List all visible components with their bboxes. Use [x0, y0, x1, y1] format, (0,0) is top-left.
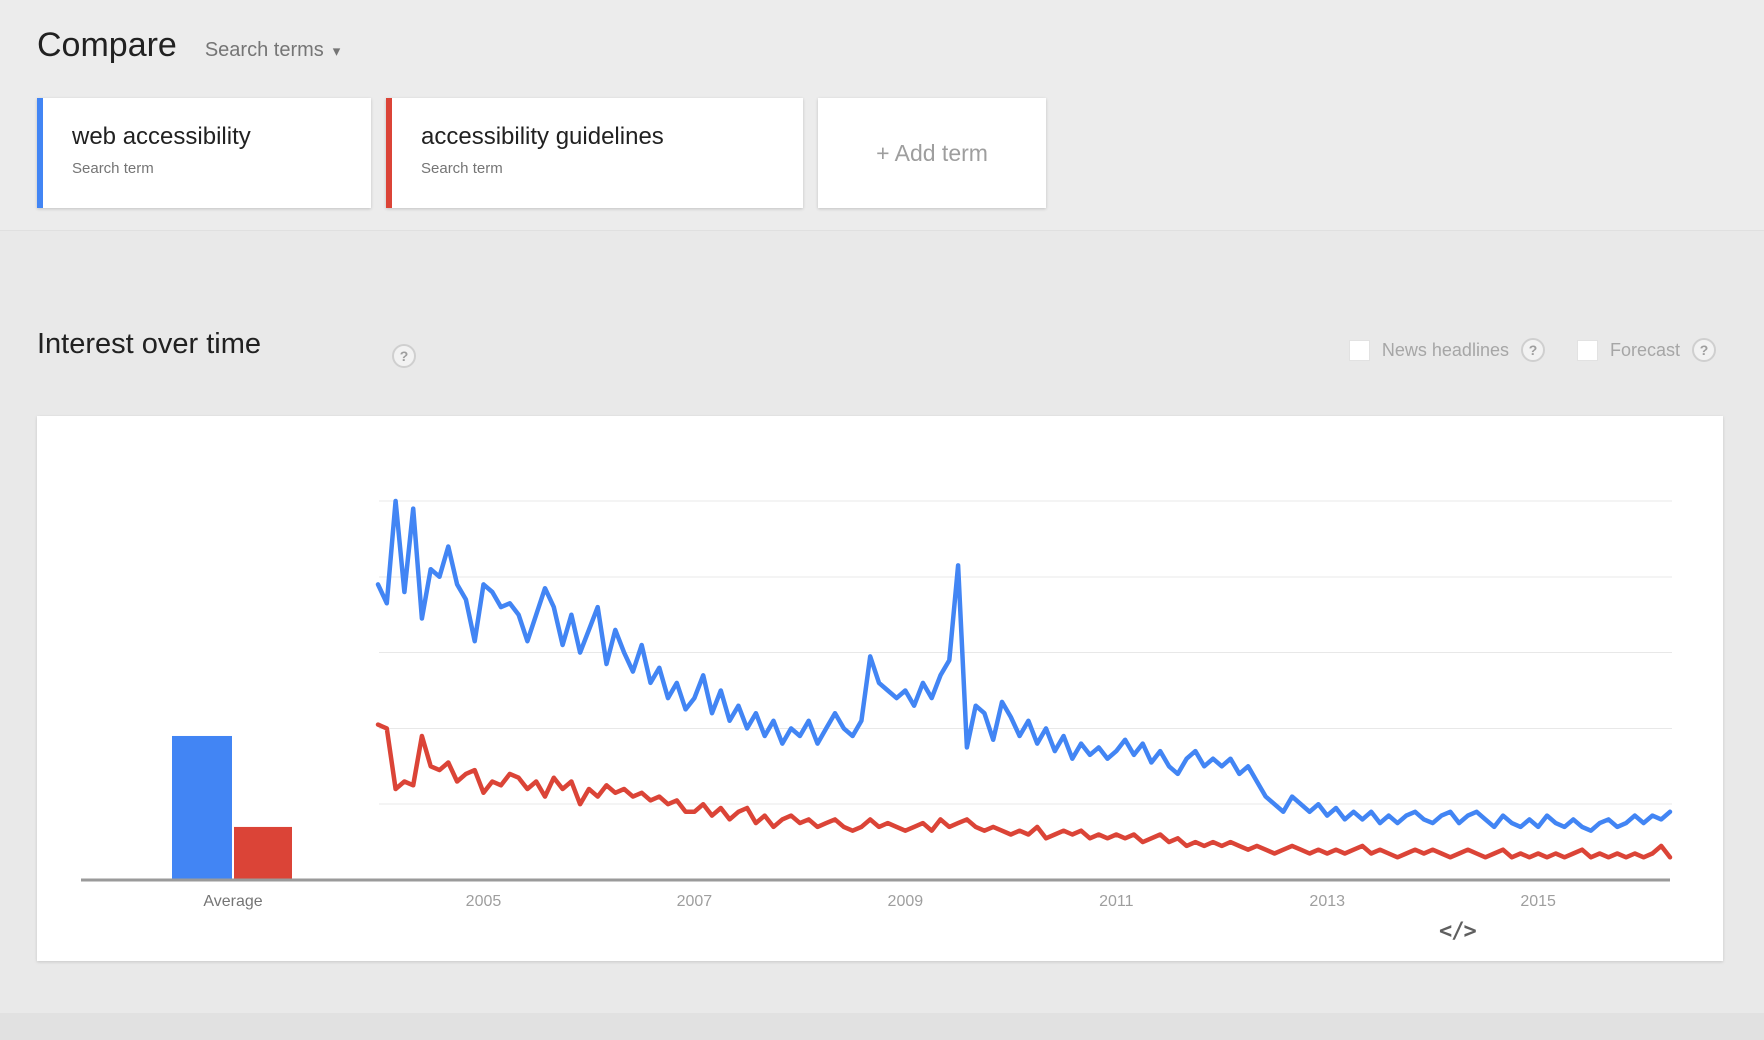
interest-over-time-chart[interactable]: Average 2005 2007 2009 2011 2013 2015 — [37, 416, 1723, 961]
help-icon[interactable]: ? — [392, 344, 416, 368]
axis-tick-label: 2013 — [1309, 893, 1345, 910]
series-line — [375, 498, 1673, 833]
search-terms-dropdown[interactable]: Search terms ▾ — [205, 39, 340, 62]
axis-tick-label: 2005 — [466, 893, 502, 910]
news-headlines-checkbox[interactable] — [1348, 339, 1370, 361]
chart-card: Average 2005 2007 2009 2011 2013 2015 </> — [37, 416, 1723, 961]
axis-tick-label: 2015 — [1520, 893, 1556, 910]
footer-strip — [0, 1013, 1764, 1040]
axis-tick-label: 2009 — [888, 893, 924, 910]
help-icon[interactable]: ? — [1520, 338, 1545, 362]
search-terms-label: Search terms — [204, 39, 324, 61]
forecast-label: Forecast — [1609, 339, 1680, 360]
series-line — [375, 722, 1673, 860]
embed-icon[interactable]: </> — [1439, 919, 1477, 944]
add-term-button[interactable]: + Add term — [818, 98, 1046, 208]
average-bar — [172, 735, 232, 880]
term-card-web-accessibility[interactable]: web accessibility Search term — [37, 98, 371, 208]
term-subtitle: Search term — [421, 160, 503, 177]
term-color-bar-blue — [37, 98, 43, 208]
forecast-checkbox[interactable] — [1576, 339, 1598, 361]
help-icon[interactable]: ? — [1692, 338, 1716, 362]
average-label: Average — [203, 893, 262, 910]
term-card-accessibility-guidelines[interactable]: accessibility guidelines Search term — [386, 98, 803, 208]
compare-header: Compare Search terms ▾ — [37, 26, 340, 65]
page-title: Compare — [37, 26, 177, 64]
search-terms-row: web accessibility Search term accessibil… — [37, 98, 1046, 208]
section-title: Interest over time — [37, 328, 262, 360]
term-title: accessibility guidelines — [421, 123, 664, 150]
average-bar — [234, 826, 292, 880]
chevron-down-icon: ▾ — [332, 42, 341, 60]
term-title: web accessibility — [72, 123, 251, 150]
term-color-bar-red — [386, 98, 392, 208]
term-subtitle: Search term — [72, 160, 154, 177]
interest-over-time-section: Interest over time ? News headlines ? Fo… — [0, 230, 1764, 1040]
news-headlines-label: News headlines — [1381, 339, 1509, 360]
axis-tick-label: 2011 — [1099, 893, 1134, 910]
chart-controls: News headlines ? Forecast ? — [1348, 338, 1716, 362]
axis-tick-label: 2007 — [677, 893, 713, 910]
